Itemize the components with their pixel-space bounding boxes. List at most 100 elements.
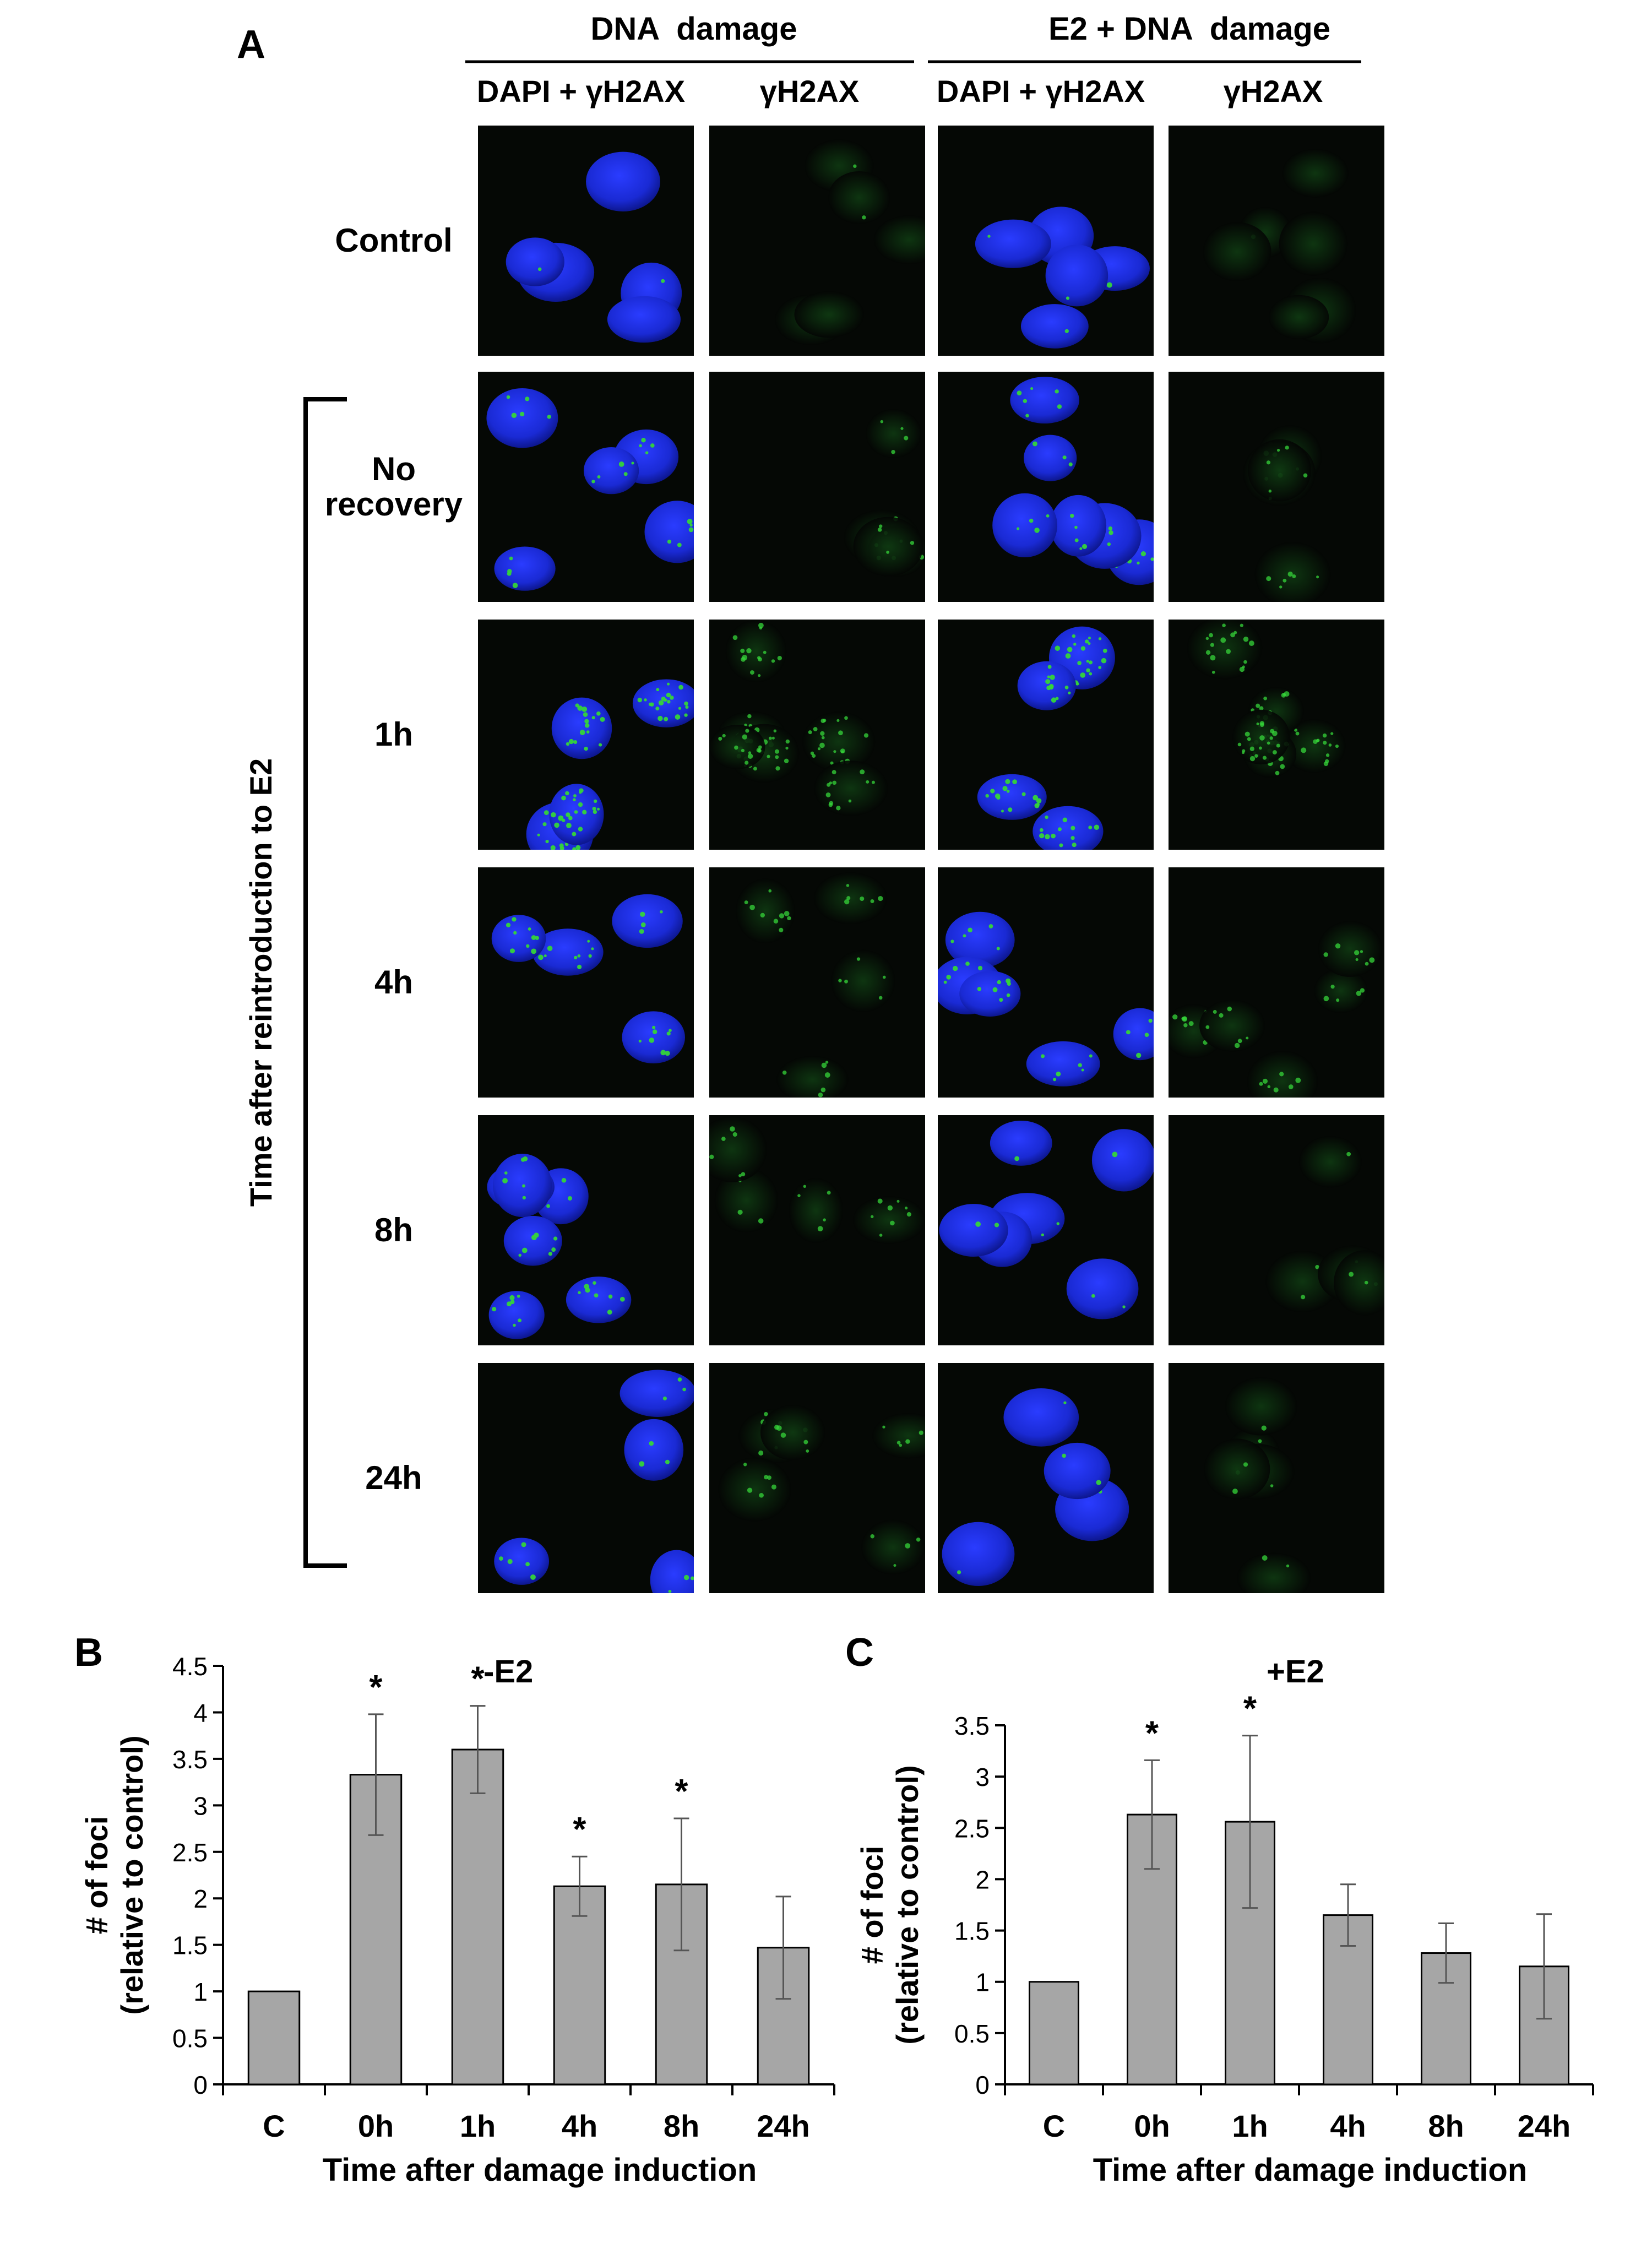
merged-micrograph [478,867,694,1098]
merged-micrograph [938,372,1154,602]
merged-micrograph [938,620,1154,850]
row-label: recovery [325,486,463,523]
bracket [303,397,347,1568]
y-tick-label: 1 [975,1968,990,1997]
significance-marker: * [471,1660,485,1698]
y-axis-label: (relative to control) [890,1765,925,2044]
y-axis-label: (relative to control) [115,1735,149,2014]
y-tick-label: 0 [975,2071,990,2099]
time-bracket: Time after reintroduction to E2 [243,397,347,1568]
bar [247,1990,301,2085]
y-tick-label: 3 [975,1763,990,1791]
y-tick-label: 2.5 [954,1814,990,1843]
panel-letter: C [845,1631,874,1675]
panel-a-letter: A [237,23,265,67]
y-tick-label: 3 [193,1791,208,1820]
column-header: DAPI + γH2AX [477,74,685,108]
bar [553,1885,606,2085]
y-tick-label: 1 [193,1978,208,2006]
bar [1519,1965,1569,2085]
chart-title: +E2 [1267,1654,1324,1690]
merged-micrograph [478,620,694,850]
gh2ax-micrograph [709,126,925,356]
y-tick-label: 0 [193,2071,208,2099]
row-label: 4h [374,964,413,1001]
x-tick-label: C [263,2109,285,2143]
merged-micrograph [478,372,694,602]
gh2ax-micrograph [1169,620,1384,850]
panel-b-chart: B -E2 0 0.5 1 1.5 2 2.5 3 3.5 4 4.5 C * 0h * 1h * 4h * 8h 24h… [74,1631,835,2188]
bar [1127,1813,1177,2085]
group-header-dna-damage: DNA damage DAPI + γH2AX γH2AX [465,11,914,108]
row-label: Control [335,222,452,259]
y-axis-label: # of foci [855,1846,889,1964]
column-header: γH2AX [1224,74,1323,108]
gh2ax-micrograph [709,1363,925,1593]
y-tick-label: 3.5 [172,1745,208,1774]
gh2ax-micrograph [1169,126,1384,356]
group-title: E2 + DNA damage [1048,11,1330,47]
x-tick-label: 8h [1428,2109,1464,2143]
x-tick-label: 4h [1330,2109,1366,2143]
column-header: DAPI + γH2AX [937,74,1145,108]
merged-micrograph [938,126,1154,356]
x-tick-label: 8h [664,2109,699,2143]
column-header: γH2AX [760,74,860,108]
y-tick-label: 2 [975,1865,990,1894]
merged-micrograph [478,1115,694,1345]
row-label: 24h [365,1459,422,1496]
gh2ax-micrograph [1169,1115,1384,1345]
gh2ax-micrograph [709,1115,925,1345]
x-tick-label: C [1043,2109,1065,2143]
x-tick-label: 24h [757,2109,810,2143]
bar [1029,1981,1079,2085]
y-tick-label: 1.5 [954,1917,990,1946]
significance-marker: * [573,1811,586,1849]
chart-title: -E2 [483,1654,533,1690]
row-label: 8h [374,1212,413,1248]
x-tick-label: 0h [358,2109,394,2143]
y-tick-label: 0.5 [954,2019,990,2048]
panel-a: A DNA damage DAPI + γH2AX γH2AX E2 + DNA… [237,11,1384,1593]
y-tick-label: 0.5 [172,2024,208,2053]
gh2ax-micrograph [709,620,925,850]
y-axis-label: # of foci [79,1816,114,1935]
row-label: 1h [374,716,413,753]
micrograph-grid [478,126,1384,1593]
gh2ax-micrograph [1169,867,1384,1098]
group-title: DNA damage [591,11,797,47]
x-tick-label: 4h [562,2109,597,2143]
bracket-label: Time after reintroduction to E2 [243,758,278,1207]
x-tick-label: 1h [1232,2109,1268,2143]
gh2ax-micrograph [709,867,925,1098]
x-tick-label: 1h [460,2109,496,2143]
panel-letter: B [74,1631,103,1675]
bar [451,1748,504,2085]
significance-marker: * [1243,1690,1257,1728]
row-label: No [372,450,416,487]
merged-micrograph [938,1363,1154,1593]
y-tick-label: 4.5 [172,1652,208,1681]
y-tick-label: 1.5 [172,1931,208,1960]
merged-micrograph [938,867,1154,1098]
x-axis-label: Time after damage induction [323,2152,757,2188]
gh2ax-micrograph [1169,372,1384,602]
gh2ax-micrograph [709,372,925,602]
y-tick-label: 3.5 [954,1712,990,1740]
panel-c-chart: C +E2 0 0.5 1 1.5 2 2.5 3 3.5 C * 0h * 1h 4h 8h 24h Time a… [845,1631,1594,2188]
group-header-e2-dna-damage: E2 + DNA damage DAPI + γH2AX γH2AX [928,11,1361,108]
significance-marker: * [369,1669,383,1707]
significance-marker: * [675,1773,688,1811]
merged-micrograph [478,126,694,356]
x-tick-label: 24h [1518,2109,1571,2143]
y-tick-label: 4 [193,1698,208,1727]
significance-marker: * [1145,1714,1159,1752]
merged-micrograph [478,1363,694,1593]
y-tick-label: 2.5 [172,1838,208,1867]
x-tick-label: 0h [1134,2109,1170,2143]
merged-micrograph [938,1115,1154,1345]
y-tick-label: 2 [193,1884,208,1913]
x-axis-label: Time after damage induction [1093,2152,1528,2188]
